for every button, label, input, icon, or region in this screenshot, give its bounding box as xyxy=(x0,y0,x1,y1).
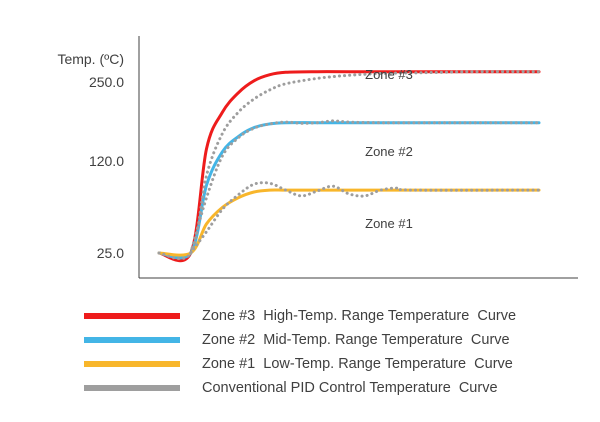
legend-swatch-zone-3 xyxy=(84,313,180,319)
legend-swatch-zone-2 xyxy=(84,337,180,343)
legend-label-zone-2: Zone #2 Mid-Temp. Range Temperature Curv… xyxy=(202,332,510,348)
series-line-conventional-pid-5 xyxy=(189,181,541,255)
legend-item-zone-3: Zone #3 High-Temp. Range Temperature Cur… xyxy=(84,304,516,328)
series-line-zone-2 xyxy=(157,121,541,260)
series-layer xyxy=(157,70,541,263)
chart-legend: Zone #3 High-Temp. Range Temperature Cur… xyxy=(84,304,516,400)
legend-item-zone-2: Zone #2 Mid-Temp. Range Temperature Curv… xyxy=(84,328,516,352)
zone-label-2: Zone #2 xyxy=(365,144,413,159)
legend-swatch-conventional-pid xyxy=(84,385,180,391)
series-line-conventional-pid-4 xyxy=(189,119,541,255)
zone-label-3: Zone #3 xyxy=(365,67,413,82)
axes xyxy=(138,36,578,279)
y-tick-label: 120.0 xyxy=(89,153,124,169)
zone-label-1: Zone #1 xyxy=(365,216,413,231)
y-axis-label: Temp. (ºC) xyxy=(57,51,124,67)
legend-label-zone-3: Zone #3 High-Temp. Range Temperature Cur… xyxy=(202,308,517,324)
series-line-zone-1 xyxy=(157,188,541,257)
legend-item-conventional-pid: Conventional PID Control Temperature Cur… xyxy=(84,376,516,400)
series-line-zone-3 xyxy=(157,70,541,263)
legend-label-conventional-pid: Conventional PID Control Temperature Cur… xyxy=(202,380,498,396)
pid-temperature-chart: Temp. (ºC) 250.0 120.0 25.0 Zone #3 Zone… xyxy=(57,36,578,279)
y-tick-label: 25.0 xyxy=(97,245,124,261)
legend-swatch-zone-1 xyxy=(84,361,180,367)
legend-item-zone-1: Zone #1 Low-Temp. Range Temperature Curv… xyxy=(84,352,516,376)
y-tick-label: 250.0 xyxy=(89,74,124,90)
legend-label-zone-1: Zone #1 Low-Temp. Range Temperature Curv… xyxy=(202,356,513,372)
